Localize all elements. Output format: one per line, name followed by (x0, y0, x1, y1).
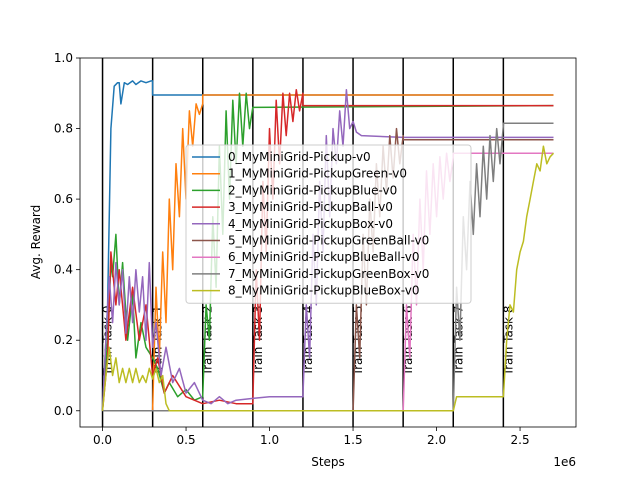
legend-entry: 5_MyMiniGrid-PickupGreenBall-v0 (228, 234, 429, 248)
series-line (101, 145, 555, 412)
x-tick-label: 2.0 (427, 433, 446, 447)
y-tick-label: 0.8 (54, 122, 73, 136)
x-axis-ticks: 0.0 0.5 1.0 1.5 2.0 2.5 (93, 427, 530, 447)
legend-entry: 2_MyMiniGrid-PickupBlue-v0 (228, 183, 397, 197)
series-line (101, 88, 554, 411)
legend-entry: 8_MyMiniGrid-PickupBlueBox-v0 (228, 284, 420, 298)
y-tick-label: 0.6 (54, 192, 73, 206)
legend-entry: 4_MyMiniGrid-PickupBox-v0 (228, 217, 393, 231)
legend-box (185, 144, 472, 304)
legend-entry: 6_MyMiniGrid-PickupBlueBall-v0 (228, 250, 420, 264)
series-line (101, 80, 554, 411)
legend-entry: 3_MyMiniGrid-PickupBall-v0 (228, 200, 393, 214)
legend-entry: 0_MyMiniGrid-Pickup-v0 (228, 150, 371, 164)
y-tick-label: 0.2 (54, 333, 73, 347)
x-tick-label: 1.5 (344, 433, 363, 447)
y-tick-label: 0.4 (54, 263, 73, 277)
x-axis-label: Steps (311, 455, 345, 469)
y-axis-label: Avg. Reward (29, 205, 43, 280)
legend-entry: 1_MyMiniGrid-PickupGreen-v0 (228, 167, 407, 181)
legend: 0_MyMiniGrid-Pickup-v0 1_MyMiniGrid-Picku… (185, 144, 472, 304)
legend-entry: 7_MyMiniGrid-PickupGreenBox-v0 (228, 267, 429, 281)
y-tick-label: 0.0 (54, 404, 73, 418)
y-axis-ticks: 0.0 0.2 0.4 0.6 0.8 1.0 (54, 51, 80, 418)
x-tick-label: 0.0 (93, 433, 112, 447)
task-label: Train Task 8 (501, 306, 515, 377)
x-offset-text: 1e6 (553, 455, 576, 469)
x-tick-label: 1.0 (260, 433, 279, 447)
y-tick-label: 1.0 (54, 51, 73, 65)
x-tick-label: 2.5 (511, 433, 530, 447)
plot-frame (79, 57, 577, 428)
x-tick-label: 0.5 (177, 433, 196, 447)
series-line (101, 88, 554, 411)
series-line (102, 122, 554, 412)
